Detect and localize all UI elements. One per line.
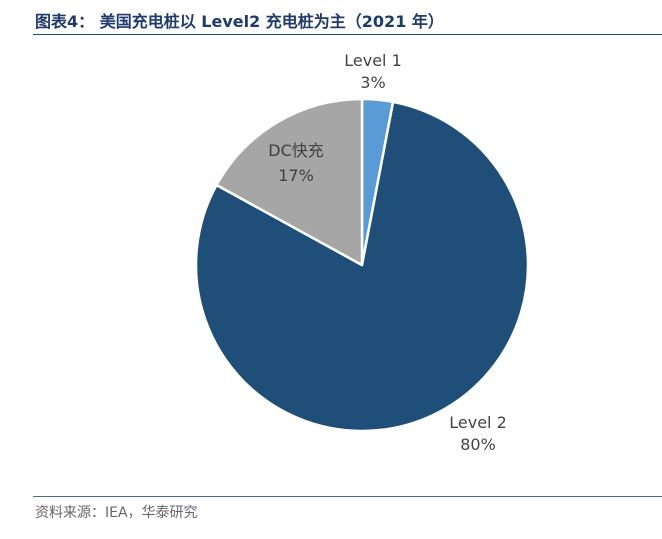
figure-header: 图表4： 美国充电桩以 Level2 充电桩为主（2021 年）: [0, 0, 662, 34]
top-divider: [33, 34, 662, 35]
slice-label-dc-fast: DC快充: [268, 141, 324, 160]
bottom-divider: [33, 496, 662, 497]
pie-labels: Level 1 3% Level 2 80% DC快充 17%: [268, 51, 507, 454]
slice-label-level-1: Level 1: [344, 51, 402, 70]
source-note: 资料来源：IEA，华泰研究: [35, 505, 198, 521]
pie-slice-level-2: [194, 100, 530, 433]
figure-title: 图表4： 美国充电桩以 Level2 充电桩为主（2021 年）: [35, 12, 444, 31]
slice-value-level-2: 80%: [460, 435, 496, 454]
pie-slices: [194, 97, 530, 433]
pie-chart: Level 1 3% Level 2 80% DC快充 17%: [194, 51, 530, 454]
slice-value-dc-fast: 17%: [278, 166, 314, 185]
pie-slice-dc快充: [215, 97, 364, 267]
slice-label-level-2: Level 2: [449, 413, 507, 432]
slice-value-level-1: 3%: [360, 73, 385, 92]
